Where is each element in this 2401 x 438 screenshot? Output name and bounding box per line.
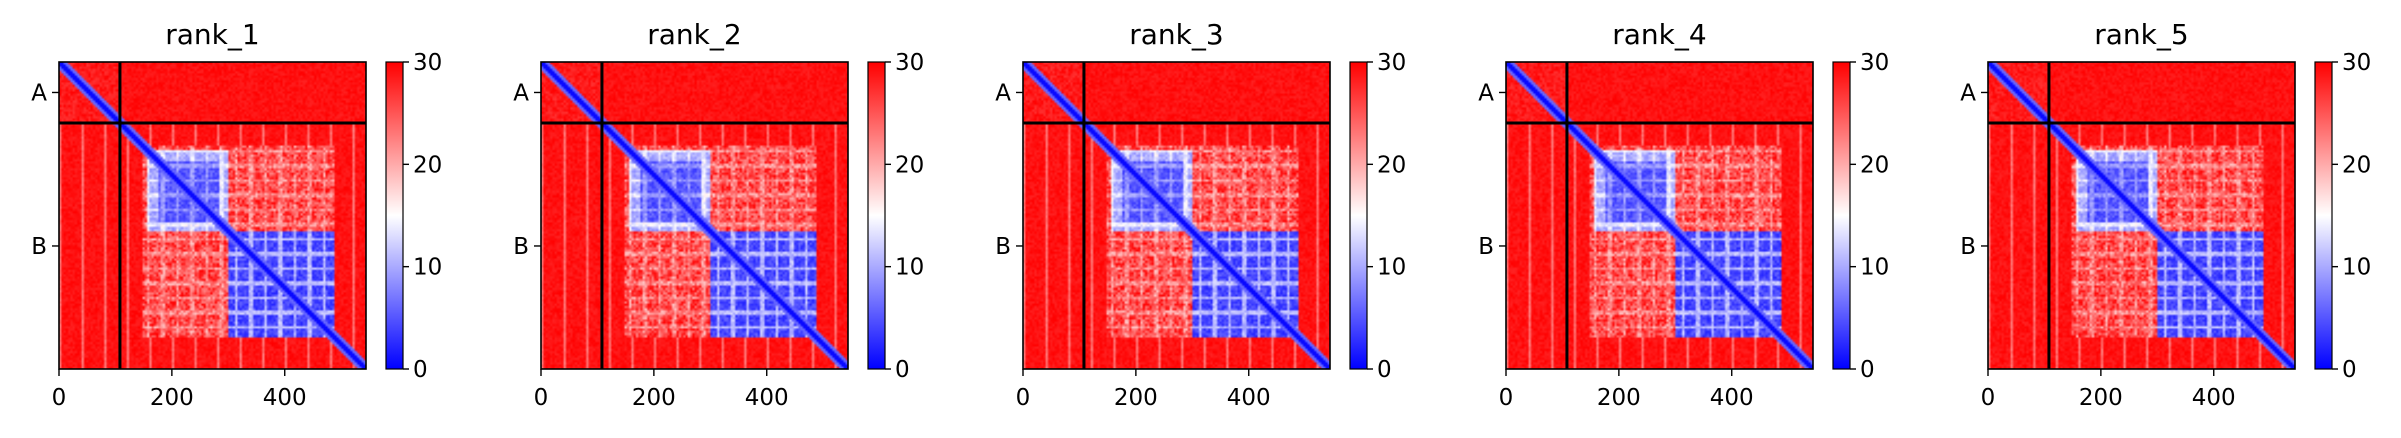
x-tick-label: 400 — [2192, 385, 2236, 411]
x-tick-label: 0 — [52, 385, 67, 411]
chain-label-A: A — [31, 80, 47, 106]
colorbar — [867, 61, 886, 370]
colorbar — [1832, 61, 1851, 370]
x-tick-label: 0 — [1016, 385, 1031, 411]
colorbar-tick-label: 10 — [1377, 255, 1406, 281]
chain-label-A: A — [1478, 80, 1494, 106]
colorbar — [1349, 61, 1368, 370]
colorbar — [385, 61, 404, 370]
x-tick-label: 0 — [1981, 385, 1996, 411]
colorbar-tick-label: 20 — [895, 152, 924, 178]
x-tick-label: 0 — [534, 385, 549, 411]
pae-heatmap — [1988, 62, 2295, 369]
colorbar-tick-label: 0 — [1860, 357, 1875, 383]
panel-rank_2: rank_2 0 200 400 A B 0 10 20 30 — [513, 18, 924, 411]
plot-frame — [58, 61, 367, 370]
colorbar-tick-label: 30 — [1377, 50, 1406, 76]
chain-label-B: B — [1960, 234, 1976, 260]
colorbar-tick-label: 20 — [2342, 152, 2371, 178]
x-tick-label: 0 — [1499, 385, 1514, 411]
colorbar-tick-label: 20 — [413, 152, 442, 178]
panel-title: rank_4 — [1612, 18, 1706, 51]
plot-frame — [1987, 61, 2296, 370]
colorbar-tick-label: 30 — [2342, 50, 2371, 76]
colorbar-tick-label: 0 — [2342, 357, 2357, 383]
colorbar-tick-label: 0 — [1377, 357, 1392, 383]
colorbar-tick-label: 10 — [1860, 255, 1889, 281]
pae-heatmap — [59, 62, 366, 369]
x-tick-label: 400 — [745, 385, 789, 411]
x-tick-label: 400 — [263, 385, 307, 411]
panel-title: rank_2 — [647, 18, 741, 51]
panel-rank_1: rank_1 0 200 400 A B 0 10 20 30 — [31, 18, 442, 411]
panel-rank_4: rank_4 0 200 400 A B 0 10 20 30 — [1478, 18, 1889, 411]
colorbar-tick-label: 20 — [1860, 152, 1889, 178]
x-tick-label: 200 — [2079, 385, 2123, 411]
colorbar-tick-label: 30 — [1860, 50, 1889, 76]
colorbar-tick-label: 0 — [413, 357, 428, 383]
colorbar-tick-label: 10 — [895, 255, 924, 281]
colorbar-tick-label: 10 — [413, 255, 442, 281]
panel-rank_5: rank_5 0 200 400 A B 0 10 20 30 — [1960, 18, 2371, 411]
colorbar-tick-label: 10 — [2342, 255, 2371, 281]
pae-heatmap — [1506, 62, 1813, 369]
plot-frame — [540, 61, 849, 370]
chain-label-B: B — [995, 234, 1011, 260]
pae-heatmap — [1023, 62, 1330, 369]
x-tick-label: 400 — [1710, 385, 1754, 411]
pae-heatmap — [541, 62, 848, 369]
chain-label-B: B — [1478, 234, 1494, 260]
x-tick-label: 200 — [632, 385, 676, 411]
x-tick-label: 200 — [150, 385, 194, 411]
colorbar-tick-label: 20 — [1377, 152, 1406, 178]
plot-frame — [1505, 61, 1814, 370]
chain-label-B: B — [31, 234, 47, 260]
x-tick-label: 200 — [1597, 385, 1641, 411]
panel-title: rank_3 — [1129, 18, 1223, 51]
panel-rank_3: rank_3 0 200 400 A B 0 10 20 30 — [995, 18, 1406, 411]
plot-frame — [1022, 61, 1331, 370]
x-tick-label: 400 — [1227, 385, 1271, 411]
x-tick-label: 200 — [1114, 385, 1158, 411]
chain-label-A: A — [1960, 80, 1976, 106]
panel-title: rank_1 — [165, 18, 259, 51]
colorbar-tick-label: 30 — [413, 50, 442, 76]
colorbar — [2314, 61, 2333, 370]
chain-label-A: A — [995, 80, 1011, 106]
colorbar-tick-label: 0 — [895, 357, 910, 383]
chain-label-B: B — [513, 234, 529, 260]
colorbar-tick-label: 30 — [895, 50, 924, 76]
panel-title: rank_5 — [2094, 18, 2188, 51]
chain-label-A: A — [513, 80, 529, 106]
